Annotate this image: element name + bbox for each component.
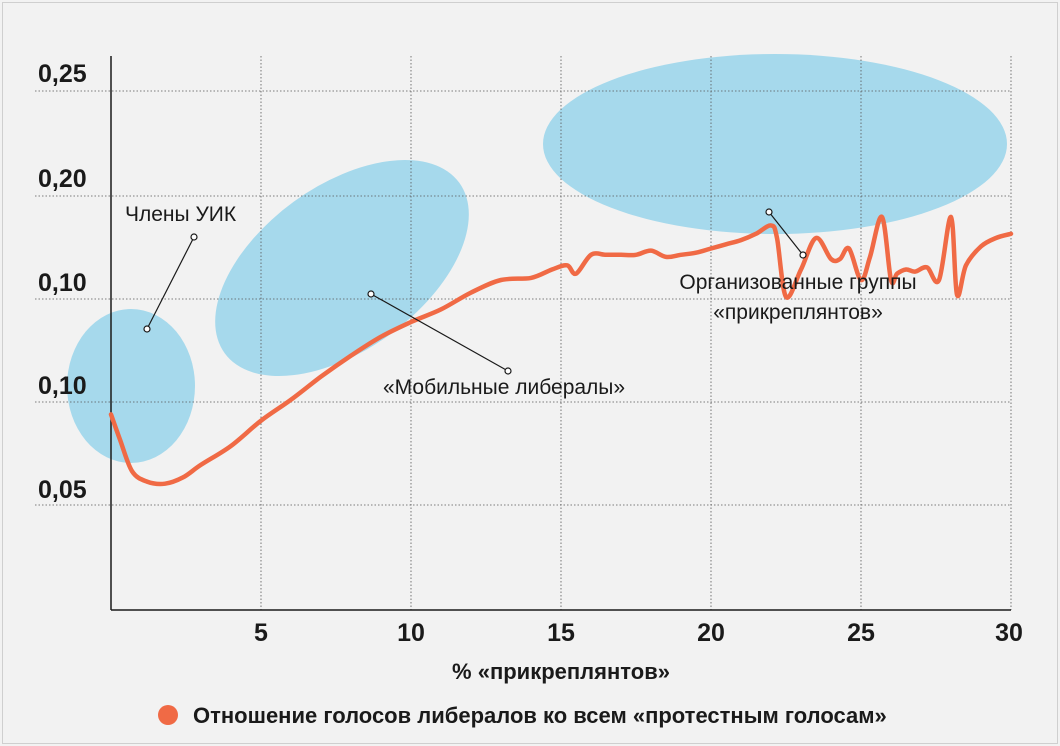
leader-dot xyxy=(190,233,198,241)
x-tick-label: 15 xyxy=(547,619,575,647)
annotation-organized-line2: «прикреплянтов» xyxy=(713,301,883,324)
highlight-mobile-liberals xyxy=(215,159,469,377)
x-tick-label: 5 xyxy=(254,619,268,647)
x-tick-label: 20 xyxy=(697,619,725,647)
highlight-organized-groups xyxy=(543,54,1007,234)
x-tick-label: 25 xyxy=(847,619,875,647)
legend-marker xyxy=(158,705,178,725)
leader-dot xyxy=(765,208,773,216)
y-tick-label: 0,10 xyxy=(38,372,87,400)
series-line xyxy=(108,214,1014,487)
y-tick-labels: 0,25 0,20 0,10 0,10 0,05 xyxy=(38,60,87,504)
annotation-leaders xyxy=(143,208,807,375)
annotation-mobile-liberals: «Мобильные либералы» xyxy=(383,376,625,399)
y-tick-label: 0,25 xyxy=(38,60,87,88)
x-tick-label: 10 xyxy=(397,619,425,647)
leader-dot xyxy=(367,290,375,298)
y-tick-label: 0,10 xyxy=(38,269,87,297)
x-tick-labels: 5 10 15 20 25 30 xyxy=(254,619,1023,647)
leader-line-mobile xyxy=(370,293,509,372)
horizontal-gridlines xyxy=(35,90,1011,506)
leader-dot xyxy=(504,367,512,375)
x-axis-label: % «прикреплянтов» xyxy=(452,659,670,684)
x-tick-label: 30 xyxy=(995,619,1023,647)
legend-label: Отношение голосов либералов ко всем «про… xyxy=(193,703,887,728)
leader-line-uik xyxy=(146,236,195,330)
leader-dot xyxy=(799,251,807,259)
highlight-areas xyxy=(67,54,1007,463)
vertical-gridlines xyxy=(260,56,1012,610)
y-tick-label: 0,05 xyxy=(38,476,87,504)
leader-line-organized xyxy=(768,211,804,256)
annotation-uik: Члены УИК xyxy=(125,203,237,226)
annotation-organized-line1: Организованные группы xyxy=(679,271,916,294)
leader-dot xyxy=(143,325,151,333)
legend: Отношение голосов либералов ко всем «про… xyxy=(158,703,887,728)
highlight-uik xyxy=(67,309,195,463)
y-tick-label: 0,20 xyxy=(38,165,87,193)
